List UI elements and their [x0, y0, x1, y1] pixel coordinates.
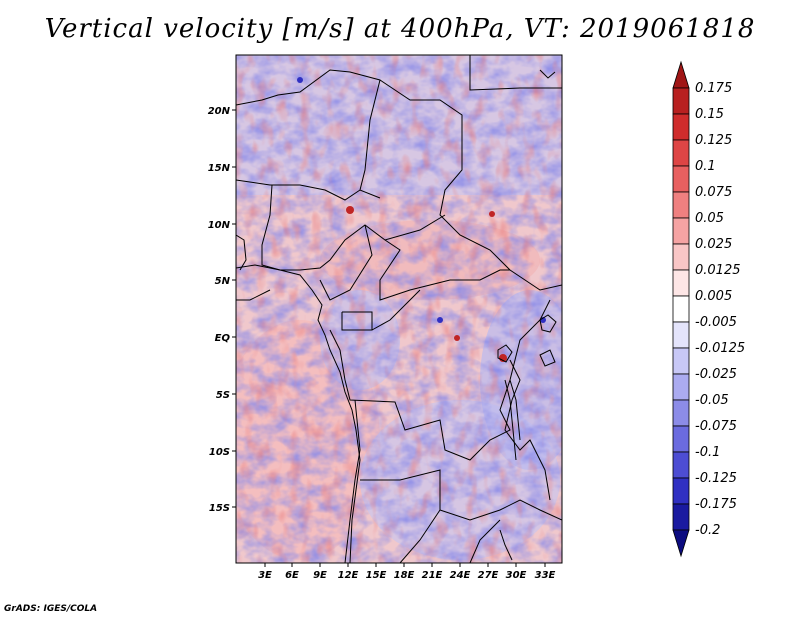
colorbar-label: 0.025 — [695, 237, 732, 252]
colorbar-label: -0.1 — [695, 445, 720, 460]
lat-ticks — [232, 109, 236, 508]
lat-label: EQ — [215, 333, 231, 344]
colorbar-swatch — [672, 529, 690, 558]
colorbar-swatch — [672, 503, 690, 531]
lon-axis: 3E 6E 9E 12E 15E 18E 21E 24E 27E 30E 33E — [258, 570, 555, 581]
lon-label: 3E — [258, 570, 272, 581]
lat-label: 5S — [216, 390, 230, 401]
colorbar-swatch — [672, 243, 690, 271]
grads-credit: GrADS: IGES/COLA — [4, 604, 98, 614]
lon-label: 27E — [478, 570, 499, 581]
colorbar-swatch — [672, 477, 690, 505]
lat-label: 5N — [215, 276, 231, 287]
colorbar-label: 0.15 — [695, 107, 724, 122]
lat-label: 20N — [208, 106, 231, 117]
velocity-field — [236, 55, 562, 563]
colorbar-label: -0.025 — [695, 367, 737, 382]
lat-axis: 20N 15N 10N 5N EQ 5S 10S 15S — [208, 106, 231, 514]
lon-label: 12E — [338, 570, 359, 581]
colorbar-swatch — [672, 295, 690, 323]
colorbar-swatch — [672, 321, 690, 349]
colorbar-label: -0.0125 — [695, 341, 745, 356]
lon-label: 15E — [366, 570, 387, 581]
colorbar-swatch — [672, 373, 690, 401]
lat-label: 10N — [208, 220, 231, 231]
colorbar-label: -0.075 — [695, 419, 737, 434]
lon-ticks — [264, 563, 546, 567]
colorbar-swatch — [672, 425, 690, 453]
colorbar-label: -0.2 — [695, 523, 720, 538]
colorbar-swatch — [672, 60, 690, 89]
lon-label: 33E — [535, 570, 556, 581]
lon-label: 6E — [285, 570, 299, 581]
lat-label: 15S — [209, 503, 230, 514]
map-title: Vertical velocity [m/s] at 400hPa, VT: 2… — [44, 14, 756, 44]
colorbar-swatch — [672, 165, 690, 193]
colorbar: 0.175 0.15 0.125 0.1 0.075 0.05 0.025 0.0125 0.0… — [672, 60, 745, 558]
colorbar-swatch — [672, 87, 690, 115]
colorbar-label: -0.125 — [695, 471, 737, 486]
colorbar-label: 0.125 — [695, 133, 732, 148]
lon-label: 30E — [506, 570, 527, 581]
colorbar-label: 0.1 — [695, 159, 716, 174]
lon-label: 21E — [422, 570, 443, 581]
colorbar-label: -0.005 — [695, 315, 737, 330]
colorbar-swatch — [672, 451, 690, 479]
colorbar-swatch — [672, 269, 690, 297]
lat-label: 10S — [209, 447, 230, 458]
colorbar-swatch — [672, 113, 690, 141]
lon-label: 9E — [313, 570, 327, 581]
colorbar-label: 0.0125 — [695, 263, 741, 278]
colorbar-swatch — [672, 399, 690, 427]
colorbar-label: 0.175 — [695, 81, 732, 96]
colorbar-swatch — [672, 191, 690, 219]
colorbar-swatch — [672, 217, 690, 245]
colorbar-label: 0.075 — [695, 185, 732, 200]
lon-label: 24E — [450, 570, 471, 581]
colorbar-label: -0.175 — [695, 497, 737, 512]
colorbar-label: 0.005 — [695, 289, 732, 304]
colorbar-label: 0.05 — [695, 211, 724, 226]
colorbar-swatch — [672, 347, 690, 375]
colorbar-swatch — [672, 139, 690, 167]
lon-label: 18E — [394, 570, 415, 581]
colorbar-label: -0.05 — [695, 393, 729, 408]
lat-label: 15N — [208, 163, 231, 174]
map-frame — [235, 54, 563, 564]
